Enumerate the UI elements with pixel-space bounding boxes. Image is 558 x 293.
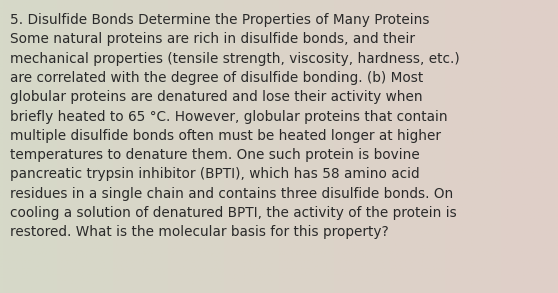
Text: 5. Disulfide Bonds Determine the Properties of Many Proteins
Some natural protei: 5. Disulfide Bonds Determine the Propert…	[10, 13, 460, 239]
